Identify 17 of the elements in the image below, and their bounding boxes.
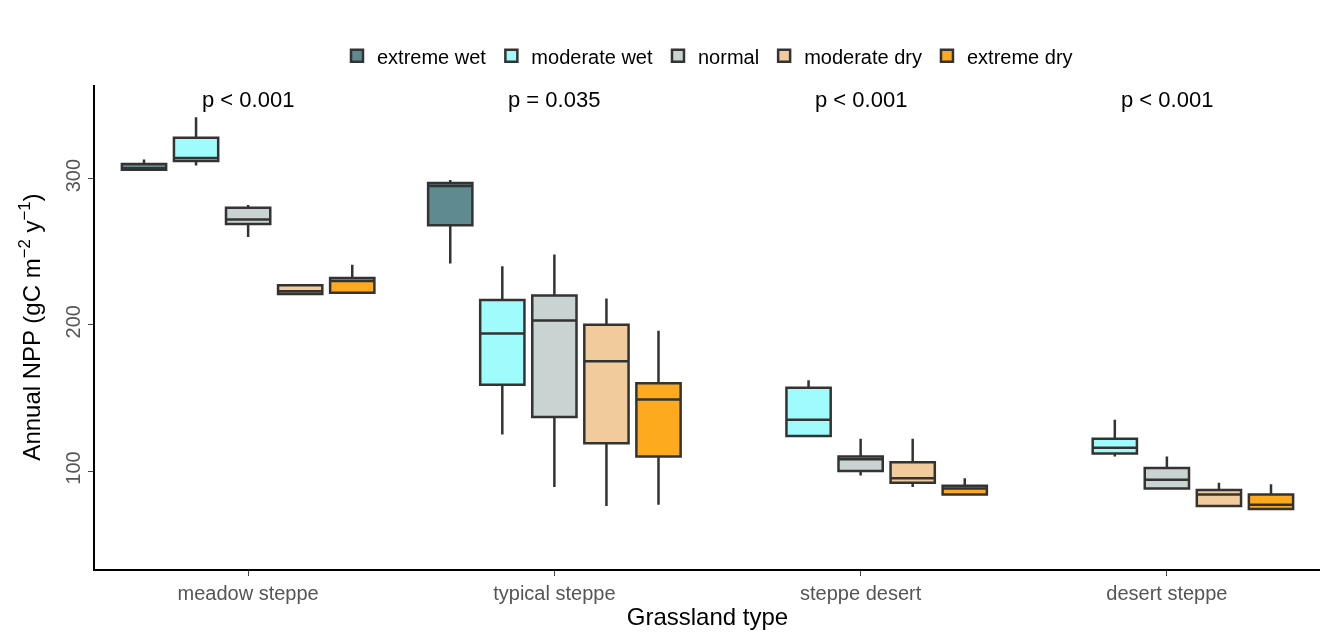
legend-label: extreme wet: [377, 45, 487, 68]
annotation: p < 0.001: [1121, 87, 1214, 112]
y-tick-label: 100: [62, 451, 85, 485]
legend-label: extreme dry: [966, 45, 1073, 68]
x-tick-label: steppe desert: [800, 581, 922, 604]
legend-label: moderate wet: [531, 45, 653, 68]
x-tick-label: meadow steppe: [177, 581, 319, 604]
x-axis-title: Grassland type: [626, 602, 789, 630]
y-tick-label: 200: [62, 305, 85, 339]
x-tick-label: typical steppe: [493, 581, 616, 604]
y-tick-label: 300: [62, 158, 85, 193]
annotation: p < 0.001: [202, 87, 295, 112]
annotation: p = 0.035: [508, 87, 601, 112]
annotation: p < 0.001: [815, 87, 908, 112]
legend-label: normal: [697, 45, 760, 68]
legend-label: moderate dry: [804, 45, 922, 68]
x-tick-label: desert steppe: [1106, 581, 1228, 604]
